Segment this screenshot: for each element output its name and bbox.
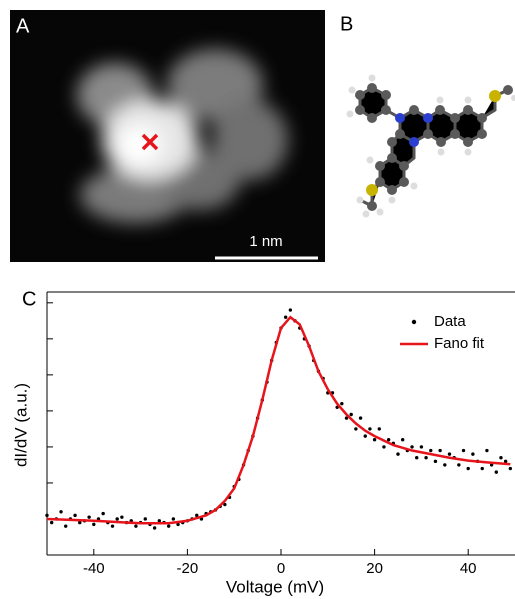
data-point [195,513,199,518]
stm-image [10,10,325,262]
legend-label: Data [434,313,466,330]
data-point [283,315,288,319]
data-point [461,448,466,453]
data-point [372,438,377,442]
data-point [419,445,424,449]
data-point [358,416,363,420]
data-point [386,438,391,442]
fit-line [46,315,511,525]
data-point [485,448,489,453]
data-point [466,466,470,471]
data-point [382,445,386,449]
data-point [166,524,171,528]
data-point [49,520,54,525]
x-tick-label: 0 [277,560,285,577]
data-point [73,513,77,518]
data-point [45,513,49,518]
data-point [443,463,447,467]
data-point [363,434,367,438]
data-point [471,452,475,456]
data-point [288,308,293,312]
panel-label: B [340,13,353,35]
data-point [134,524,138,528]
data-point [396,452,400,456]
marker-x [141,133,159,151]
data-point [499,456,503,460]
x-tick-label: -20 [177,560,199,577]
data-point [457,463,461,467]
data-point [110,524,115,528]
x-axis-label: Voltage (mV) [226,577,324,596]
data-point [438,448,442,453]
data-point [410,445,414,449]
molecule [346,74,515,218]
panel-label: C [22,288,36,310]
data-point [429,448,433,453]
scale-bar-label: 1 nm [249,233,282,250]
data-point [503,459,508,464]
data-point [424,456,428,460]
data-point [377,427,381,431]
x-tick-label: 40 [460,560,477,577]
data-point [447,452,452,456]
data-point [92,522,96,527]
x-tick-label: 20 [366,560,383,577]
data-point [101,511,105,516]
data-point [176,522,180,527]
data-point [87,515,91,519]
data-point [415,456,419,460]
y-axis-label: dI/dV (a.u.) [11,383,30,467]
data-point [78,520,82,525]
data-point [115,517,119,521]
data-point [64,524,68,528]
data-point [480,466,484,471]
data-point [354,427,358,431]
data-point [59,510,63,514]
data-point [171,517,176,521]
data-point [120,515,124,519]
data-point [344,416,349,420]
data-point [143,517,147,521]
data-point [223,502,227,507]
x-tick-label: -40 [83,560,105,577]
data-point [157,519,162,523]
data-point [433,459,438,464]
data-point [368,427,372,431]
legend-label: Fano fit [434,335,485,352]
data-point [508,466,513,471]
legend-marker [411,319,417,325]
data-point [494,470,498,474]
data-point [349,412,353,417]
data-point [340,401,344,406]
data-point [400,438,405,442]
panel-label: A [16,15,30,37]
data-point [152,526,157,530]
